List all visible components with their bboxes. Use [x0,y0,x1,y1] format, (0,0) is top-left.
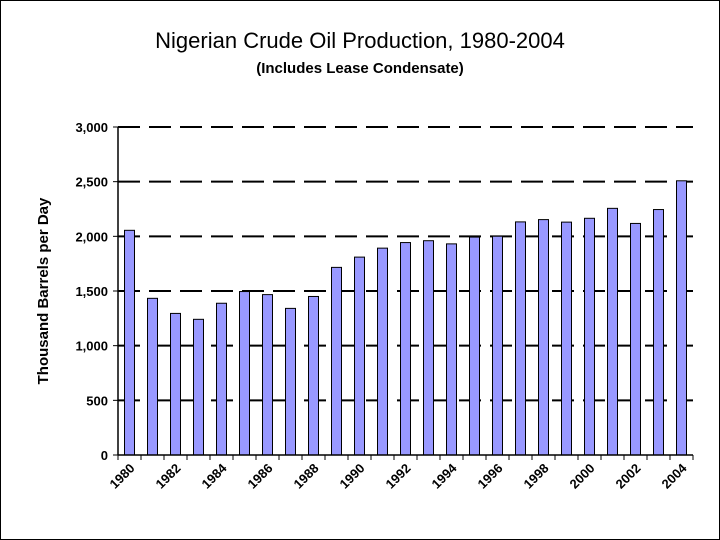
y-tick-labels: 0 500 1,000 1,500 2,000 2,500 3,000 [75,120,108,463]
bar-1997 [515,221,526,456]
bar-1985 [239,291,250,456]
bar-1999 [561,221,572,456]
x-tick-labels: 1980 1982 1984 1986 1988 1990 1992 1994 1996 1998… [107,460,691,492]
x-tick-label: 1980 [107,461,138,492]
bar-2000 [584,217,595,456]
bar-1980 [124,229,135,456]
x-tick-label: 1982 [153,461,184,492]
y-tick-label: 0 [101,448,108,463]
bar-1986 [262,294,273,456]
y-tick-label: 2,000 [75,229,108,244]
x-tick-label: 1996 [475,461,506,492]
x-tick-label: 1998 [521,461,552,492]
bar-1981 [147,297,158,456]
bar-1988 [308,295,319,456]
bar-2002 [630,222,641,456]
bar-1989 [331,266,342,456]
y-tick-label: 500 [86,393,108,408]
bar-1994 [446,243,457,456]
x-tick-label: 2002 [613,461,644,492]
x-tick-label: 2004 [659,460,691,492]
bar-1991 [377,247,388,456]
x-tick-label: 1988 [291,461,322,492]
bar-2003 [653,209,664,456]
bar-1996 [492,235,503,456]
bar-1993 [423,240,434,456]
gridlines [118,126,693,402]
bar-1984 [216,302,227,456]
bar-1995 [469,236,480,456]
bar-2004 [676,180,687,456]
y-tick-label: 3,000 [75,120,108,135]
bar-1982 [170,312,181,456]
axes [113,126,694,460]
y-axis-label: Thousand Barrels per Day [35,197,52,384]
chart-subtitle: (Includes Lease Condensate) [256,60,464,77]
bars [124,180,687,456]
bar-1987 [285,307,296,456]
bar-1998 [538,219,549,456]
bar-1990 [354,256,365,456]
x-tick-label: 1992 [383,461,414,492]
y-tick-label: 2,500 [75,175,108,190]
bar-2001 [607,207,618,456]
bar-1983 [193,318,204,456]
chart-title: Nigerian Crude Oil Production, 1980-2004 [155,28,565,53]
x-tick-label: 1986 [245,461,276,492]
x-tick-label: 1990 [337,461,368,492]
x-tick-label: 1994 [429,460,461,492]
x-tick-label: 2000 [567,461,598,492]
x-tick-label: 1984 [199,460,231,492]
bar-1992 [400,242,411,456]
y-tick-label: 1,500 [75,284,108,299]
y-tick-label: 1,000 [75,339,108,354]
